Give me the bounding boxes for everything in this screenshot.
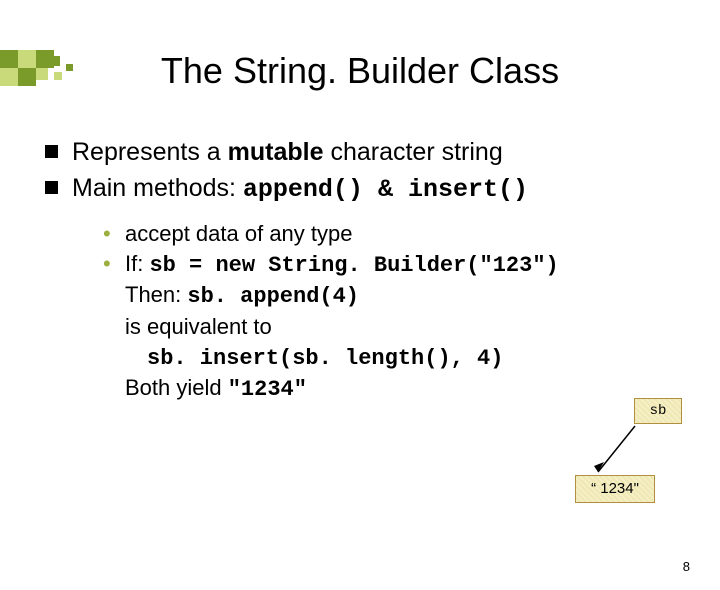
square-bullet-icon	[45, 181, 58, 194]
sub-text: is equivalent to	[125, 314, 272, 339]
bullet-item: Represents a mutable character string	[45, 137, 690, 167]
sub-bullet-item: • accept data of any type	[103, 219, 690, 249]
bullet-text: Main methods:	[72, 174, 243, 202]
sub-code: "1234"	[228, 377, 307, 402]
sub-code: sb. append(4)	[187, 284, 359, 309]
bullet-code: append() & insert()	[243, 175, 528, 204]
sub-code: sb. insert(sb. length(), 4)	[125, 344, 503, 374]
sub-text: accept data of any type	[125, 219, 690, 249]
page-number: 8	[683, 559, 690, 574]
corner-decoration	[0, 50, 120, 100]
dot-bullet-icon: •	[103, 219, 113, 249]
sb-label-box: sb	[634, 398, 682, 424]
bullet-bold: mutable	[228, 138, 324, 166]
sub-bullets: • accept data of any type • If: sb = new…	[45, 219, 690, 405]
sub-text: Both yield	[125, 375, 228, 400]
sub-text: If:	[125, 251, 149, 276]
sub-text: Then:	[125, 282, 187, 307]
arrow-icon	[590, 424, 650, 479]
value-box: “ 1234"	[575, 475, 655, 503]
bullet-text: Represents a	[72, 138, 228, 166]
bullet-text: character string	[324, 138, 503, 166]
sub-bullet-item: • If: sb = new String. Builder("123") Th…	[103, 249, 690, 405]
bullet-item: Main methods: append() & insert()	[45, 173, 690, 205]
sub-code: sb = new String. Builder("123")	[149, 253, 558, 278]
slide-content: Represents a mutable character string Ma…	[0, 137, 720, 405]
square-bullet-icon	[45, 145, 58, 158]
dot-bullet-icon: •	[103, 249, 113, 279]
